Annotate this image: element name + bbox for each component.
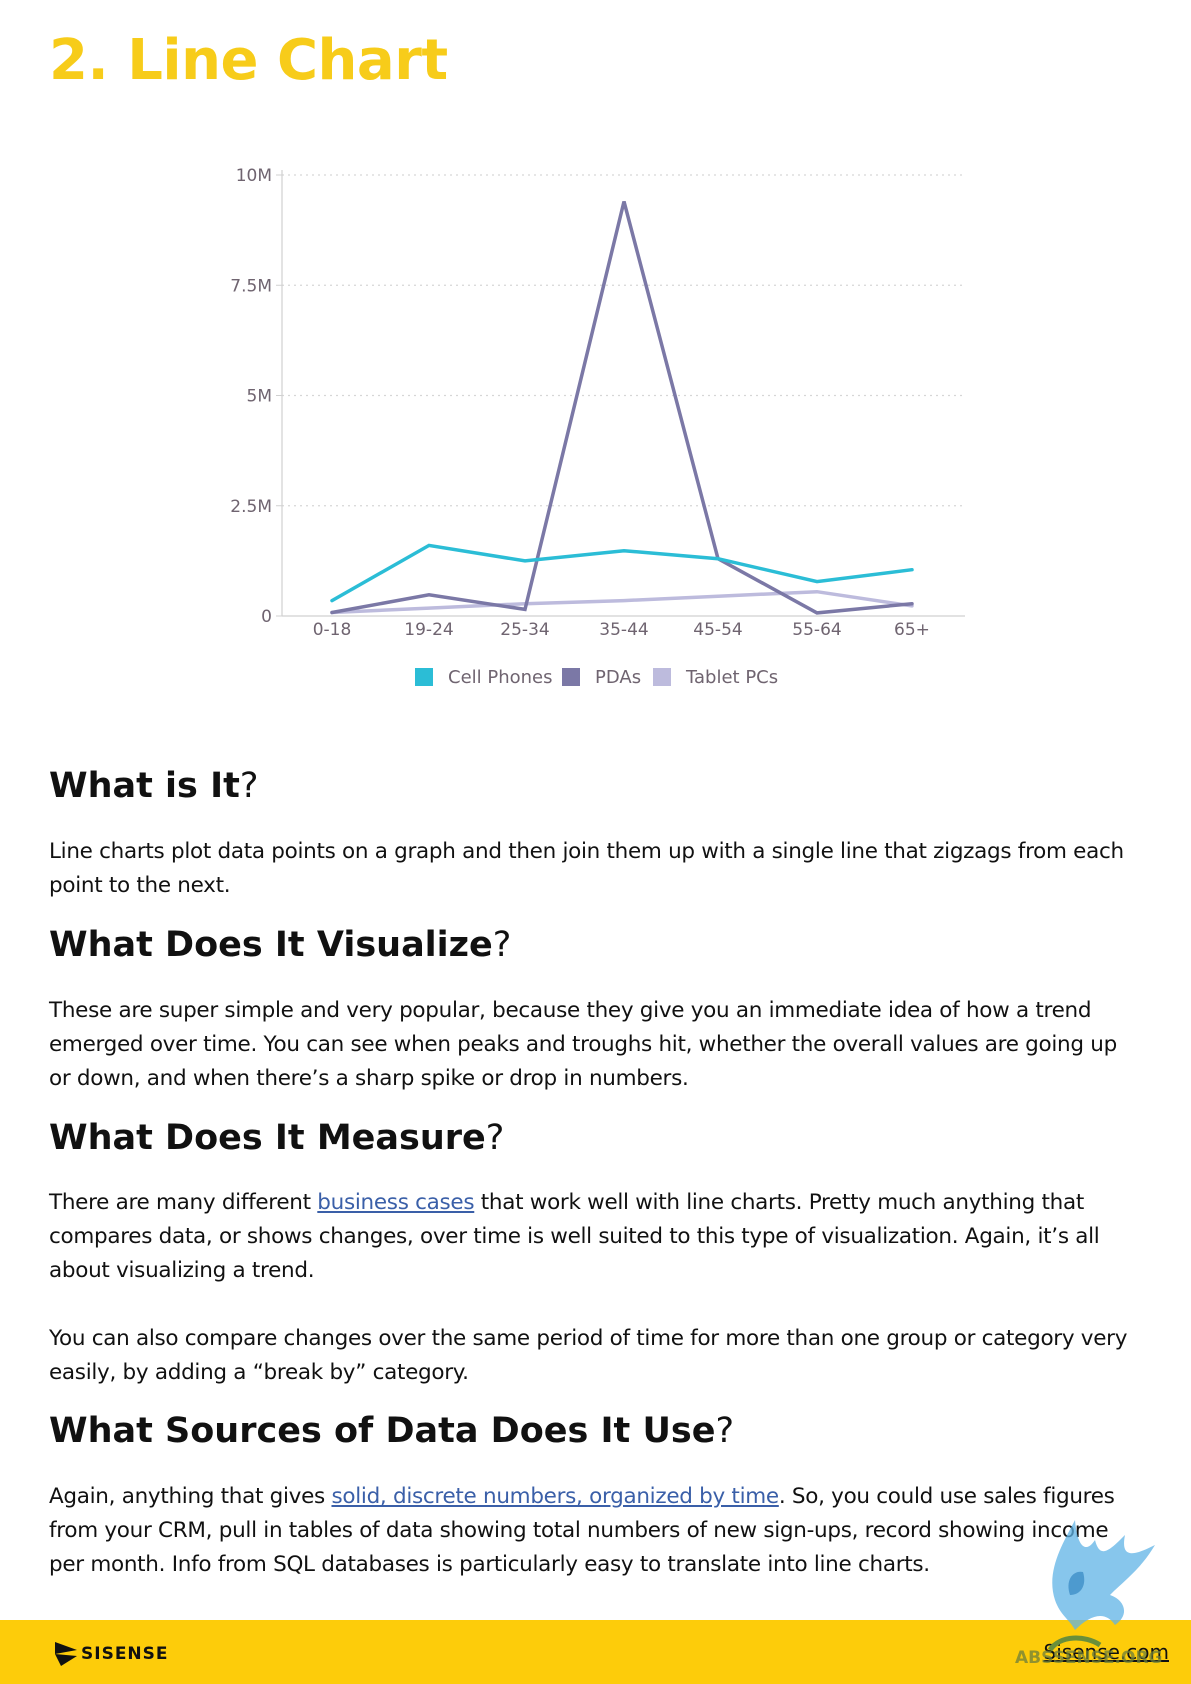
y-tick-label: 2.5M	[230, 497, 272, 517]
sisense-website-link[interactable]: Sisense.com	[1043, 1640, 1169, 1664]
x-tick-label: 55-64	[792, 620, 841, 640]
legend-swatch	[415, 668, 433, 686]
paragraph-what-does-it-visualize: These are super simple and very popular,…	[49, 998, 1117, 1091]
x-tick-label: 45-54	[693, 620, 742, 640]
watermark-griffin-logo: ABSSENSE.ORG	[1015, 1520, 1163, 1665]
sisense-logo[interactable]: SISENSE	[55, 1642, 169, 1666]
x-tick-label: 19-24	[404, 620, 453, 640]
heading-what-sources-of-data: What Sources of Data Does It Use?	[49, 1411, 735, 1451]
footer-bar: SISENSE Sisense.com	[0, 1620, 1191, 1684]
chart-y-ticks: 0 2.5M 5M 7.5M 10M	[230, 166, 272, 627]
x-tick-label: 0-18	[313, 620, 352, 640]
y-tick-label: 10M	[236, 166, 272, 186]
chart-legend: Cell Phones PDAs Tablet PCs	[415, 667, 778, 688]
y-tick-label: 0	[261, 607, 272, 627]
heading-what-is-it: What is It?	[49, 766, 259, 806]
page-title: 2. Line Chart	[49, 28, 448, 93]
business-cases-link[interactable]: business cases	[317, 1190, 475, 1215]
chart-x-ticks: 0-18 19-24 25-34 35-44 45-54 55-64 65+	[313, 620, 930, 640]
sisense-logo-text: SISENSE	[81, 1644, 169, 1664]
series-line-tablet-pcs	[330, 589, 914, 615]
x-tick-label: 65+	[894, 620, 930, 640]
chart-series	[330, 201, 914, 615]
paragraph-what-sources-of-data: Again, anything that gives solid, discre…	[49, 1484, 1115, 1577]
x-tick-label: 25-34	[500, 620, 549, 640]
series-line-pdas	[330, 201, 914, 615]
series-line-cell-phones	[330, 543, 914, 603]
legend-item-tablet-pcs[interactable]: Tablet PCs	[653, 667, 778, 688]
watermark-text: ABSSENSE.ORG	[1015, 1648, 1163, 1665]
legend-swatch	[653, 668, 671, 686]
sisense-logo-icon	[55, 1642, 77, 1666]
paragraph-what-does-it-measure-1: There are many different business cases …	[49, 1190, 1100, 1283]
y-tick-label: 5M	[247, 387, 272, 407]
paragraph-what-does-it-measure-2: You can also compare changes over the sa…	[49, 1326, 1128, 1385]
legend-label: Tablet PCs	[685, 667, 778, 688]
legend-item-cell-phones[interactable]: Cell Phones	[415, 667, 553, 688]
discrete-numbers-link[interactable]: solid, discrete numbers, organized by ti…	[331, 1484, 779, 1509]
heading-what-does-it-measure: What Does It Measure?	[49, 1118, 505, 1158]
legend-label: Cell Phones	[448, 667, 553, 688]
legend-label: PDAs	[595, 667, 641, 688]
line-chart: 0-18 19-24 25-34 35-44 45-54 55-64 65+ 0 2.5M 5M…	[230, 166, 965, 688]
heading-what-does-it-visualize: What Does It Visualize?	[49, 925, 512, 965]
chart-grid	[282, 174, 965, 507]
y-tick-label: 7.5M	[230, 276, 272, 296]
x-tick-label: 35-44	[599, 620, 648, 640]
legend-item-pdas[interactable]: PDAs	[562, 667, 641, 688]
legend-swatch	[562, 668, 580, 686]
paragraph-what-is-it: Line charts plot data points on a graph …	[49, 839, 1124, 898]
chart-axes	[276, 170, 965, 617]
